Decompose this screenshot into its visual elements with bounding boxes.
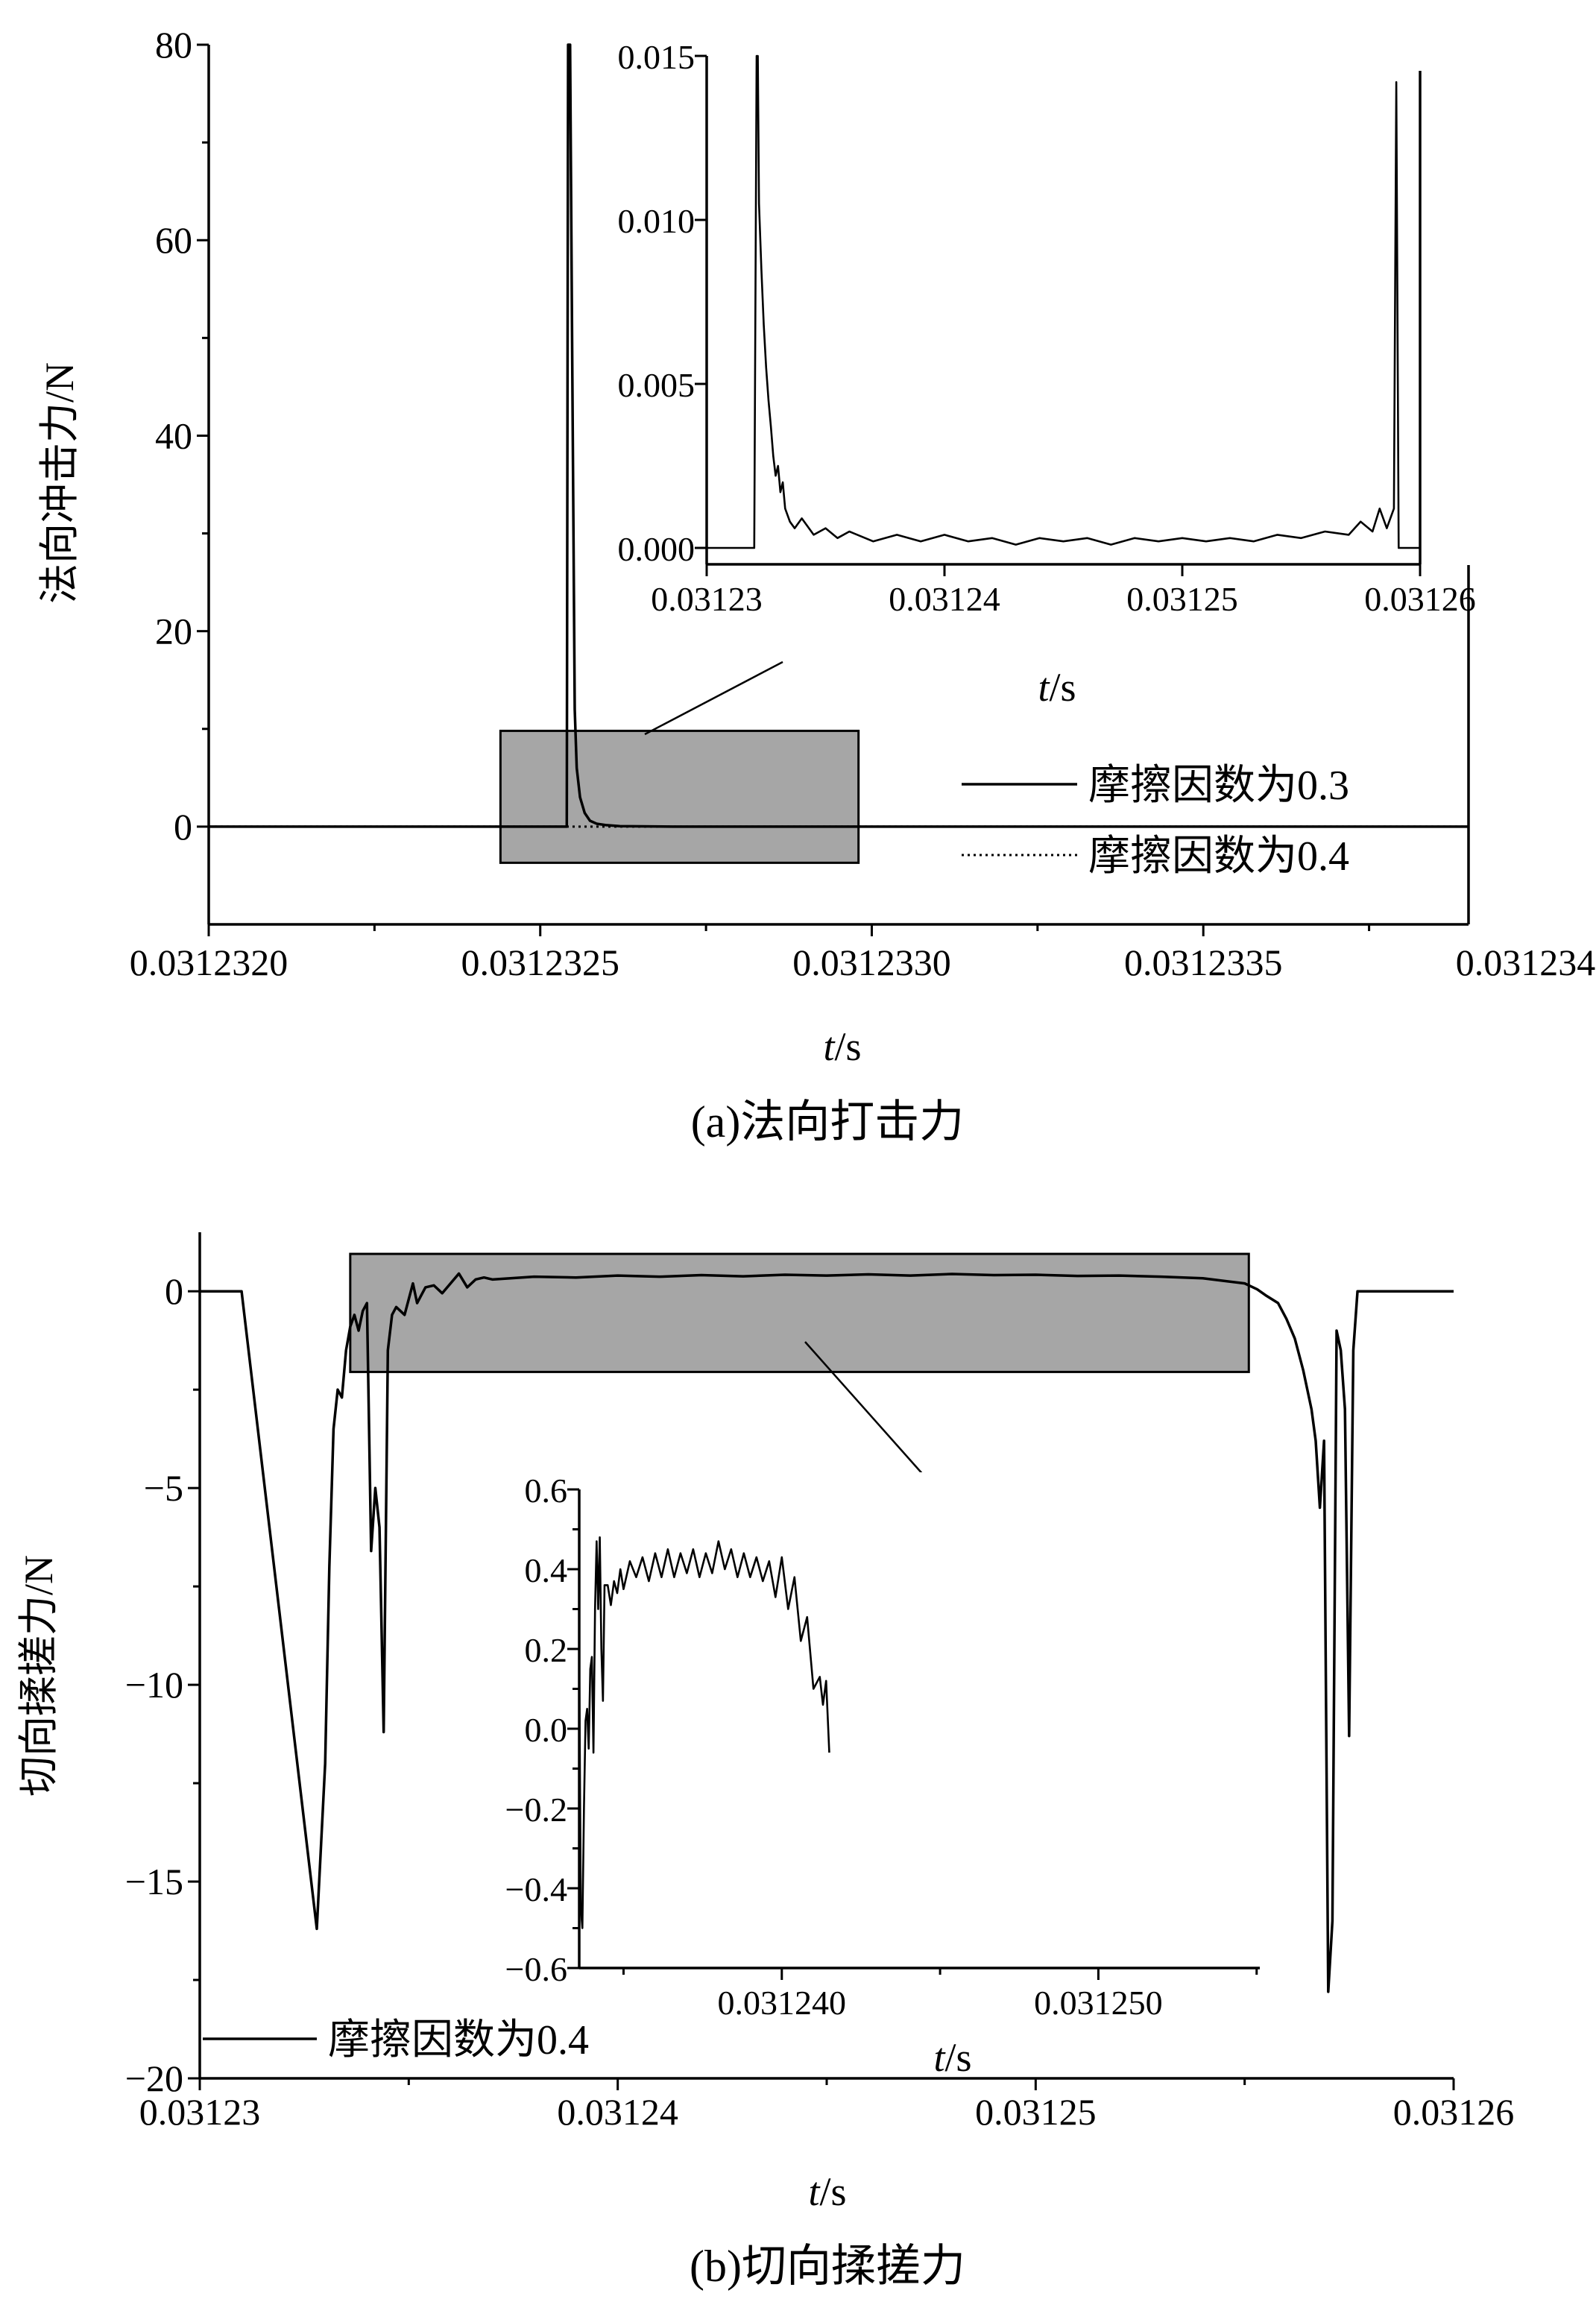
a-inset-ytick-label: 0.005 bbox=[618, 366, 696, 404]
a-main-x-axis-title-unit: /s bbox=[834, 1024, 861, 1069]
caption-b: (b)切向揉搓力 bbox=[690, 2242, 965, 2291]
b-inset-ytick-label: −0.6 bbox=[505, 1950, 567, 1988]
b-main-xtick-label: 0.03125 bbox=[975, 2091, 1097, 2133]
b-main-xtick-label: 0.03123 bbox=[139, 2091, 261, 2133]
a-main-x-axis-title-var: t bbox=[823, 1024, 836, 1069]
a-zoom-box bbox=[499, 729, 860, 864]
b-zoom-box bbox=[349, 1252, 1250, 1373]
b-inset-plot-area: 0.6 0.4 0.2 0.0 −0.2 −0.4 −0.6 0.031240 0.031250 bbox=[505, 1472, 1260, 2022]
a-inset-plot-area: 0.000 0.005 0.010 0.015 0.03123 0.03124 0.0312… bbox=[618, 38, 1476, 618]
a-legend-label-0: 摩擦因数为0.3 bbox=[1088, 763, 1349, 809]
b-main-plot-area: 0 −5 −10 −15 −200.03123 0.03124 0.03125 0.03126 bbox=[125, 1232, 1514, 2133]
a-inset-ytick-label: 0.000 bbox=[618, 530, 696, 568]
b-main-xtick-label: 0.03124 bbox=[557, 2091, 678, 2133]
b-main-xtick-label: 0.03126 bbox=[1393, 2091, 1515, 2133]
b-inset-ytick-label: 0.6 bbox=[525, 1472, 568, 1510]
b-main-series-0 bbox=[200, 1272, 1454, 1993]
a-legend: 摩擦因数为0.3 摩擦因数为0.4 bbox=[962, 763, 1349, 880]
b-legend: 摩擦因数为0.4 bbox=[203, 2017, 589, 2063]
a-inset-xtick-label: 0.03125 bbox=[1126, 580, 1238, 618]
a-inset-x-axis-title-var: t bbox=[1038, 665, 1050, 710]
b-main-x-axis-title-unit: /s bbox=[819, 2169, 846, 2214]
b-inset-background bbox=[514, 1472, 1297, 2075]
a-main-xtick-label: 0.0312335 bbox=[1124, 942, 1283, 983]
b-main-ytick-label: −10 bbox=[125, 1664, 183, 1706]
b-inset-xtick-label: 0.031240 bbox=[718, 1984, 847, 2022]
a-inset-ytick-label: 0.010 bbox=[618, 202, 696, 240]
b-main-x-axis-title-var: t bbox=[808, 2169, 821, 2214]
b-main-x-axis-title: t/s bbox=[808, 2169, 846, 2214]
a-main-ytick-label: 60 bbox=[155, 219, 192, 261]
caption-a: (a)法向打击力 bbox=[691, 1097, 965, 1147]
b-inset-x-axis-title-unit: /s bbox=[944, 2035, 971, 2080]
a-main-xtick-label: 0.0312320 bbox=[130, 942, 288, 983]
b-main-ytick-label: −20 bbox=[125, 2057, 183, 2099]
a-inset-ytick-label: 0.015 bbox=[618, 38, 696, 76]
b-zoom-connector bbox=[804, 1341, 925, 1477]
a-inset-x-axis-title-unit: /s bbox=[1049, 665, 1076, 710]
b-main-ytick-label: −15 bbox=[125, 1861, 183, 1902]
b-inset-xtick-label: 0.031250 bbox=[1034, 1984, 1163, 2022]
a-inset-x-axis-title: t/s bbox=[1038, 665, 1076, 710]
a-main-x-axis-title: t/s bbox=[823, 1024, 861, 1069]
b-inset-ytick-label: −0.4 bbox=[505, 1870, 567, 1908]
a-main-xtick-label: 0.0312330 bbox=[792, 942, 951, 983]
b-legend-label-0: 摩擦因数为0.4 bbox=[328, 2017, 589, 2063]
panel-a-normal-impact-force: 0 20 40 60 80 0.0312320 0.0312325 0.0312330 0.03… bbox=[37, 24, 1596, 1147]
b-inset-ytick-label: 0.4 bbox=[525, 1551, 568, 1589]
b-main-ytick-label: −5 bbox=[144, 1467, 183, 1509]
b-inset-series-0 bbox=[579, 1536, 830, 1929]
panel-b-tangential-rubbing-force: 0 −5 −10 −15 −200.03123 0.03124 0.03125 0.03126… bbox=[16, 1232, 1514, 2291]
a-inset-xtick-label: 0.03123 bbox=[651, 580, 763, 618]
a-inset-xtick-label: 0.03126 bbox=[1364, 580, 1476, 618]
b-main-ytick-label: 0 bbox=[165, 1270, 183, 1312]
a-legend-label-1: 摩擦因数为0.4 bbox=[1088, 833, 1349, 880]
b-inset-x-axis-title: t/s bbox=[933, 2035, 971, 2080]
a-inset-background bbox=[693, 43, 1535, 565]
b-inset-x-axis-title-var: t bbox=[933, 2035, 946, 2080]
b-inset-ytick-label: 0.0 bbox=[525, 1711, 568, 1749]
a-main-y-axis-title: 法向冲击力/N bbox=[37, 362, 82, 604]
a-main-plot-area: 0 20 40 60 80 0.0312320 0.0312325 0.0312330 0.03… bbox=[130, 24, 1596, 983]
a-inset-xtick-label: 0.03124 bbox=[889, 580, 1000, 618]
b-inset-ytick-label: −0.2 bbox=[505, 1791, 567, 1829]
a-inset-series-0 bbox=[707, 54, 1420, 549]
a-inset-axes bbox=[705, 56, 1422, 566]
a-main-ytick-label: 40 bbox=[155, 414, 192, 456]
b-inset-ytick-label: 0.2 bbox=[525, 1631, 568, 1669]
b-main-y-axis-title: 切向揉搓力/N bbox=[16, 1555, 61, 1797]
a-main-ytick-label: 80 bbox=[155, 24, 192, 66]
a-main-ytick-label: 20 bbox=[155, 611, 192, 652]
a-main-xtick-label: 0.0312325 bbox=[461, 942, 619, 983]
a-main-xtick-label: 0.0312340 bbox=[1456, 942, 1596, 983]
a-zoom-connector bbox=[644, 660, 783, 736]
a-main-ytick-label: 0 bbox=[174, 806, 192, 848]
